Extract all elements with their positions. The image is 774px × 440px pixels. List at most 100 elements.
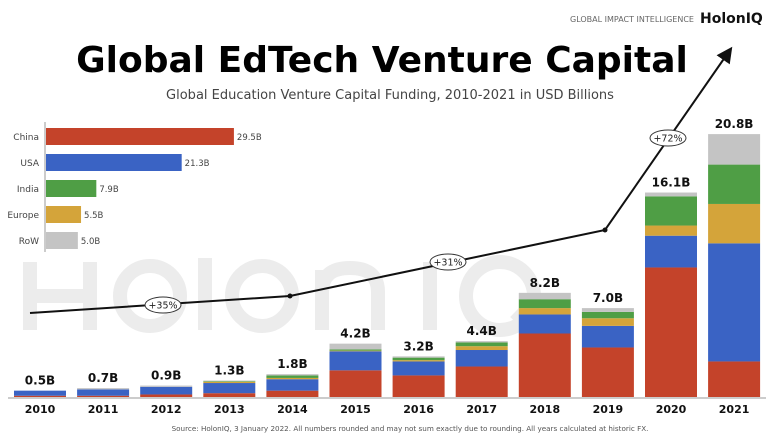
year-label-2016: 2016 xyxy=(403,403,434,416)
bar-segment-2013-usa xyxy=(203,383,256,394)
bar-segment-2020-usa xyxy=(645,235,697,268)
total-label-2019: 7.0B xyxy=(593,291,623,305)
bar-segment-2019-row xyxy=(581,308,634,312)
bar-segment-2016-china xyxy=(392,375,445,397)
bar-segment-2013-china xyxy=(203,393,256,397)
region-label-china: China xyxy=(13,133,39,143)
year-label-2015: 2015 xyxy=(340,403,371,416)
region-bar-europe xyxy=(46,206,82,223)
bar-segment-2015-china xyxy=(329,370,382,397)
bar-segment-2021-india xyxy=(708,164,761,204)
total-label-2021: 20.8B xyxy=(715,117,754,131)
bar-segment-2014-europe xyxy=(266,377,319,380)
year-label-2018: 2018 xyxy=(529,403,560,416)
growth-line: +35% +31% +72% xyxy=(29,46,733,314)
bar-segment-2015-india xyxy=(329,349,382,351)
region-bar-chart: China 29.5B USA 21.3B India 7.9B Europe 5.5B RoW… xyxy=(7,122,262,252)
year-label-2010: 2010 xyxy=(25,403,56,416)
chart-title: Global EdTech Venture Capital xyxy=(76,40,688,81)
year-label-2021: 2021 xyxy=(719,403,750,416)
region-label-europe: Europe xyxy=(7,211,39,221)
region-value-china: 29.5B xyxy=(237,133,262,143)
total-label-2010: 0.5B xyxy=(25,374,55,388)
year-label-2017: 2017 xyxy=(466,403,497,416)
total-label-2014: 1.8B xyxy=(277,357,307,371)
bar-segment-2015-europe xyxy=(329,350,382,352)
bar-segment-2019-china xyxy=(581,347,634,397)
total-label-2016: 3.2B xyxy=(403,339,433,353)
bar-segment-2014-row xyxy=(266,374,319,376)
source-note: Source: HolonIQ, 3 January 2022. All num… xyxy=(172,424,649,433)
bar-segment-2015-row xyxy=(329,343,382,350)
bar-segment-2011-row xyxy=(77,388,130,390)
region-value-europe: 5.5B xyxy=(84,211,104,221)
region-bar-china xyxy=(46,128,234,145)
bar-segment-2018-china xyxy=(518,333,571,397)
bar-segment-2021-china xyxy=(708,361,761,397)
year-label-2011: 2011 xyxy=(88,403,119,416)
region-value-row: 5.0B xyxy=(81,237,101,247)
growth-label: +31% xyxy=(433,258,462,269)
brand-logo: HolonIQ xyxy=(700,11,763,27)
bar-segment-2018-usa xyxy=(518,314,571,334)
bar-segment-2018-row xyxy=(518,292,571,300)
bar-segment-2017-china xyxy=(455,366,508,397)
growth-label: +72% xyxy=(653,134,682,145)
region-bar-india xyxy=(46,180,97,197)
growth-label: +35% xyxy=(148,301,177,312)
bar-segment-2019-europe xyxy=(581,318,634,326)
bar-segment-2014-india xyxy=(266,375,319,378)
year-label-2012: 2012 xyxy=(151,403,182,416)
bar-segment-2017-row xyxy=(455,341,508,343)
bar-segment-2017-usa xyxy=(455,350,508,367)
bar-segment-2020-india xyxy=(645,196,697,226)
region-label-row: RoW xyxy=(19,237,39,247)
growth-badge xyxy=(429,253,467,271)
bar-segment-2021-europe xyxy=(708,203,761,244)
year-label-2014: 2014 xyxy=(277,403,308,416)
region-bar-usa xyxy=(46,154,182,171)
growth-point-2019 xyxy=(602,227,608,233)
bar-segment-2013-row xyxy=(203,380,256,382)
region-value-india: 7.9B xyxy=(99,185,119,195)
bar-segment-2016-usa xyxy=(392,361,445,376)
year-label-2020: 2020 xyxy=(656,403,687,416)
bar-segment-2012-usa xyxy=(140,386,193,395)
bar-segment-2017-europe xyxy=(455,346,508,351)
region-label-usa: USA xyxy=(20,159,39,169)
total-label-2015: 4.2B xyxy=(340,327,370,341)
bar-segment-2016-europe xyxy=(392,360,445,362)
yearly-stacked-bar-chart: 0.5B 2010 0.7B 2011 0.9B 2012 1.3B 2013 1.8B 2014… xyxy=(8,117,766,416)
bar-segment-2013-india xyxy=(203,381,256,382)
bar-segment-2018-europe xyxy=(518,308,571,315)
bar-segment-2010-china xyxy=(14,395,66,397)
bar-segment-2016-row xyxy=(392,356,445,358)
bar-segment-2011-china xyxy=(77,395,130,397)
bar-segment-2020-row xyxy=(645,192,697,197)
watermark-letter xyxy=(23,262,97,330)
chart-subtitle: Global Education Venture Capital Funding… xyxy=(166,88,614,103)
region-bar-row xyxy=(46,232,78,249)
bar-segment-2013-europe xyxy=(203,381,256,384)
total-label-2020: 16.1B xyxy=(652,176,691,190)
watermark-letter xyxy=(315,260,385,330)
bar-segment-2010-usa xyxy=(14,390,66,396)
total-label-2018: 8.2B xyxy=(530,276,560,290)
total-label-2017: 4.4B xyxy=(466,324,496,338)
brand-tagline: GLOBAL IMPACT INTELLIGENCE xyxy=(570,15,694,24)
bar-segment-2014-usa xyxy=(266,379,319,391)
growth-point-2014 xyxy=(287,293,293,299)
year-label-2019: 2019 xyxy=(593,403,624,416)
year-label-2013: 2013 xyxy=(214,403,245,416)
total-label-2012: 0.9B xyxy=(151,369,181,383)
bar-segment-2011-usa xyxy=(77,389,130,396)
total-label-2013: 1.3B xyxy=(214,363,244,377)
region-value-usa: 21.3B xyxy=(185,159,210,169)
bar-segment-2021-row xyxy=(708,134,761,165)
bar-segment-2012-china xyxy=(140,394,193,397)
bar-segment-2019-india xyxy=(581,311,634,319)
growth-badge xyxy=(144,296,182,314)
watermark-letter xyxy=(113,259,188,333)
